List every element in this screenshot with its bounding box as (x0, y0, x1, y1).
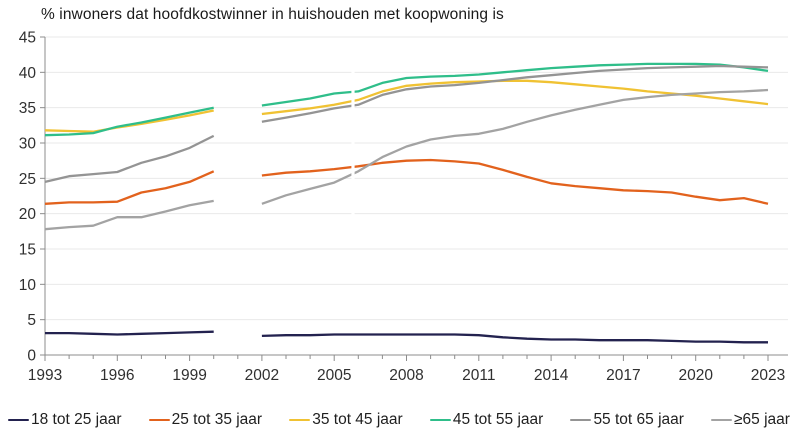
x-tick-label: 1996 (100, 367, 134, 384)
y-tick-label: 25 (19, 171, 36, 188)
series-line-45-tot-55-jaar (44, 106, 214, 137)
legend-item: 55 tot 65 jaar (570, 411, 684, 429)
legend-item: 45 tot 55 jaar (429, 411, 544, 429)
y-tick-label: 30 (19, 136, 37, 153)
x-tick-label: 2014 (534, 367, 569, 384)
legend-swatch (429, 418, 451, 422)
series-line-55-tot-65-jaar (44, 134, 215, 184)
legend-swatch (570, 418, 592, 422)
y-tick-label: 45 (19, 30, 36, 47)
legend-swatch (711, 418, 733, 422)
y-tick-label: 15 (19, 242, 36, 259)
series-line--65-jaar (261, 88, 769, 205)
legend-label: 45 tot 55 jaar (452, 411, 544, 428)
series-line-25-tot-35-jaar (44, 170, 215, 205)
legend-swatch (8, 418, 29, 422)
y-tick-label: 40 (19, 65, 37, 82)
x-tick-label: 1993 (28, 367, 62, 384)
chart-legend: 18 tot 25 jaar 25 tot 35 jaar 35 tot 45 ja… (0, 403, 800, 437)
line-chart-plot: 0 5 10 15 20 25 30 35 40 45 1993 1996 1999 2002 2005 20… (19, 30, 788, 384)
x-tick-label: 2011 (462, 367, 495, 384)
series-line-18-tot-25-jaar (45, 330, 214, 336)
y-tick-label: 35 (19, 100, 36, 117)
y-tick-label: 20 (19, 206, 37, 223)
legend-label: ≥65 jaar (734, 411, 790, 428)
x-tick-label: 1999 (172, 367, 206, 384)
legend-label: 55 tot 65 jaar (593, 411, 684, 428)
legend-label: 18 tot 25 jaar (31, 411, 122, 428)
series-line-55-tot-65-jaar (261, 64, 769, 123)
legend-item: 18 tot 25 jaar (8, 411, 121, 429)
x-tick-label: 2002 (245, 367, 279, 384)
series-line--65-jaar (44, 199, 214, 231)
x-tick-label: 2008 (389, 367, 423, 384)
y-tick-label: 10 (19, 277, 37, 294)
series-break-gap (351, 58, 355, 218)
y-tick-label: 0 (27, 348, 36, 365)
legend-swatch (289, 418, 311, 422)
legend-item: 35 tot 45 jaar (289, 411, 403, 429)
series-line-25-tot-35-jaar (261, 158, 769, 205)
legend-label: 25 tot 35 jaar (171, 411, 263, 428)
legend-swatch (148, 418, 170, 422)
series-line-45-tot-55-jaar (261, 62, 769, 107)
x-tick-label: 2005 (317, 367, 351, 384)
legend-label: 35 tot 45 jaar (312, 411, 403, 428)
x-tick-label: 2020 (678, 367, 713, 384)
legend-item: ≥65 jaar (711, 411, 790, 429)
y-tick-label: 5 (27, 312, 36, 329)
x-tick-label: 2023 (751, 367, 785, 384)
x-tick-label: 2017 (606, 367, 640, 384)
series-line-18-tot-25-jaar (261, 333, 768, 344)
legend-item: 25 tot 35 jaar (148, 411, 263, 429)
chart-title: % inwoners dat hoofdkostwinner in huisho… (41, 6, 504, 23)
